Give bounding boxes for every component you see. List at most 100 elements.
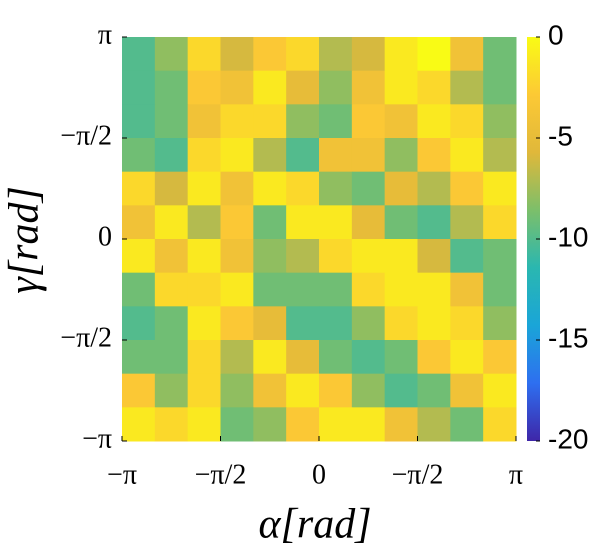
heatmap-cell [122,239,156,274]
heatmap-cell [450,340,484,375]
y-tick-label: π [98,19,112,50]
colorbar-tick-label: -15 [548,322,588,353]
heatmap-cell [220,306,254,341]
heatmap-cell [220,138,254,173]
heatmap-cell [450,272,484,307]
y-tick-label: −π [82,423,112,454]
heatmap-cell [417,272,451,307]
heatmap-cell [483,104,517,139]
heatmap-cell [450,37,484,72]
heatmap-cell [154,138,189,173]
heatmap-cell [417,104,451,139]
heatmap-cell [319,340,353,375]
heatmap-cell [384,340,418,375]
heatmap-cell [187,37,221,72]
y-axis-label: γ[rad] [2,186,48,294]
x-axis-label: α[rad] [258,502,371,548]
heatmap-cell [417,70,451,105]
heatmap-cell [450,70,484,105]
heatmap-cell [187,205,221,240]
heatmap-cell [187,340,221,375]
heatmap-cell [154,373,189,408]
heatmap-cell [483,138,517,173]
heatmap-cell [154,340,189,375]
heatmap-cell [286,70,320,105]
heatmap-cell [253,407,287,442]
heatmap-cell [351,306,386,341]
heatmap-cell [253,138,287,173]
heatmap-cell [253,104,287,139]
heatmap-cell [351,70,386,105]
heatmap-cell [286,37,320,72]
heatmap-cell [351,104,386,139]
heatmap-cell [384,37,418,72]
heatmap-cell [154,37,189,72]
heatmap-cell [483,205,517,240]
heatmap-cell [351,272,386,307]
x-tick-label: −π/2 [392,459,444,490]
heatmap-cell [384,272,418,307]
heatmap-cell [450,138,484,173]
heatmap-cell [122,272,156,307]
heatmap-cell [154,306,189,341]
heatmap-cell [187,239,221,274]
heatmap-cell [154,205,189,240]
heatmap-cell [417,407,451,442]
heatmap-cell [286,340,320,375]
heatmap-cell [187,272,221,307]
heatmap-cell [253,272,287,307]
x-tick-label: −π/2 [195,459,247,490]
heatmap-cell [253,171,287,206]
heatmap-cell [417,306,451,341]
heatmap-cell [483,340,517,375]
heatmap-cell [286,407,320,442]
heatmap-cell [351,171,386,206]
heatmap-cell [483,239,517,274]
x-tick-label: −π [107,459,137,490]
heatmap-cell [253,306,287,341]
heatmap-cell [253,70,287,105]
y-tick-label: 0 [98,221,112,252]
heatmap-cell [384,239,418,274]
heatmap-cell [417,373,451,408]
heatmap-cell [220,205,254,240]
heatmap-cell [351,373,386,408]
heatmap-cell [286,104,320,139]
heatmap-cell [417,171,451,206]
heatmap-cell [187,306,221,341]
heatmap-cell [220,239,254,274]
heatmap-cell [351,340,386,375]
heatmap-cell [319,239,353,274]
heatmap-cell [417,138,451,173]
y-tick-label: −π/2 [60,322,112,353]
heatmap-cell [384,407,418,442]
heatmap-cell [483,171,517,206]
heatmap-cell [220,272,254,307]
heatmap-cell [450,407,484,442]
heatmap-cell [384,373,418,408]
heatmap-cell [286,373,320,408]
heatmap-cell [122,306,156,341]
colorbar-tick-label: -10 [548,221,588,252]
y-tick-label: −π/2 [60,120,112,151]
heatmap-cell [122,340,156,375]
heatmap-cell [286,306,320,341]
heatmap-cell [417,37,451,72]
heatmap-cell [122,37,156,72]
heatmap-cell [483,37,517,72]
heatmap-cell [122,70,156,105]
heatmap-cell [319,37,353,72]
heatmap-cell [220,340,254,375]
heatmap-cell [319,306,353,341]
heatmap-cell [154,407,189,442]
heatmap-cell [220,407,254,442]
heatmap-cell [351,37,386,72]
heatmap-cell [187,407,221,442]
heatmap-cell [351,205,386,240]
heatmap-cell [286,272,320,307]
heatmap-cell [122,104,156,139]
heatmap-cell [450,239,484,274]
heatmap-cell [286,205,320,240]
colorbar-tick-label: -20 [548,423,588,454]
